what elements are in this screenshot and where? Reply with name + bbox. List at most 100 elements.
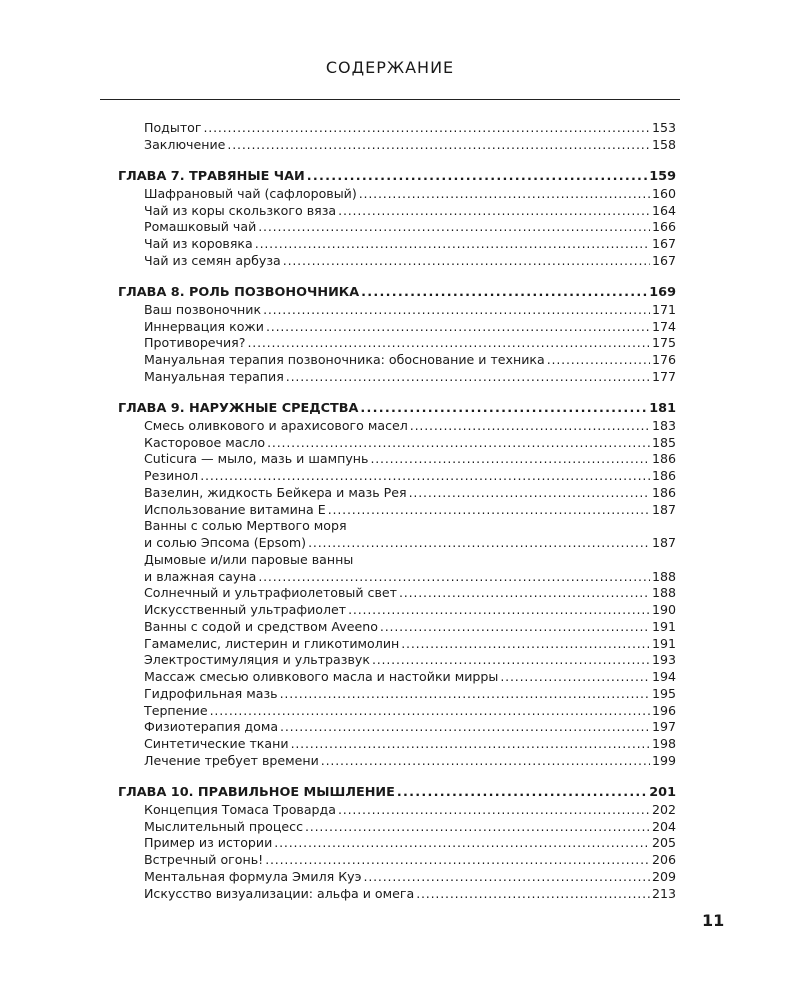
chapter-heading: ГЛАВА 7. ТРАВЯНЫЕ ЧАИ 159 xyxy=(118,169,676,186)
entry-title: Вазелин, жидкость Бейкера и мазь Рея xyxy=(144,484,407,500)
dot-leader xyxy=(280,719,650,736)
entry-page: 205 xyxy=(651,835,676,851)
dot-leader xyxy=(360,401,647,418)
entry-title: ГЛАВА 9. НАРУЖНЫЕ СРЕДСТВА xyxy=(118,401,359,416)
dot-leader xyxy=(227,137,650,154)
toc-entry-line: Ванны с солью Мертвого моря xyxy=(118,518,676,535)
entry-page: 174 xyxy=(651,318,676,334)
entry-title: Мыслительный процесс xyxy=(144,818,303,834)
entry-title: ГЛАВА 7. ТРАВЯНЫЕ ЧАИ xyxy=(118,169,305,184)
entry-title: Мануальная терапия xyxy=(144,368,284,384)
entry-page: 209 xyxy=(651,868,676,884)
entry-title: Ванны с содой и средством Aveeno xyxy=(144,618,378,634)
entry-page: 198 xyxy=(651,736,676,751)
entry-page: 195 xyxy=(651,685,676,701)
dot-leader xyxy=(380,619,650,636)
entry-title: Заключение xyxy=(144,136,226,152)
entry-page: 190 xyxy=(651,602,676,617)
toc-section: ГЛАВА 8. РОЛЬ ПОЗВОНОЧНИКА 169 Ваш позвоно… xyxy=(118,285,676,386)
dot-leader xyxy=(286,369,650,386)
dot-leader xyxy=(305,819,650,836)
entry-title: Встречный огонь! xyxy=(144,852,264,867)
entry-title: Электростимуляция и ультразвук xyxy=(144,652,370,668)
entry-page: 197 xyxy=(651,719,676,735)
entry-page: 177 xyxy=(651,368,676,384)
entry-page: 191 xyxy=(651,618,676,634)
toc-entry: Иннервация кожи 174 xyxy=(118,319,676,336)
entry-title: Синтетические ткани xyxy=(144,736,289,751)
entry-page: 153 xyxy=(651,120,676,135)
entry-title: Ромашковый чай xyxy=(144,219,257,235)
entry-title: Пример из истории xyxy=(144,835,273,851)
entry-title: и солью Эпсома (Epsom) xyxy=(144,535,307,550)
entry-page: 164 xyxy=(651,202,676,218)
dot-leader xyxy=(210,703,650,720)
dot-leader xyxy=(265,852,650,869)
toc-entry: Мыслительный процесс 204 xyxy=(118,819,676,836)
dot-leader xyxy=(401,636,650,653)
entry-page: 199 xyxy=(651,752,676,768)
entry-title: и влажная сауна xyxy=(144,568,257,584)
dot-leader xyxy=(338,802,650,819)
toc-entry: Массаж смесью оливкового масла и настойк… xyxy=(118,669,676,686)
entry-page: 187 xyxy=(651,501,676,517)
entry-page: 166 xyxy=(651,219,676,235)
entry-title: Резинол xyxy=(144,468,199,483)
toc-entry: Терпение 196 xyxy=(118,703,676,720)
entry-title: Искусство визуализации: альфа и омега xyxy=(144,885,415,901)
dot-leader xyxy=(200,468,650,485)
dot-leader xyxy=(291,736,650,753)
toc-entry: Мануальная терапия 177 xyxy=(118,369,676,386)
toc-entry: Лечение требует времени 199 xyxy=(118,753,676,770)
entry-page: 160 xyxy=(651,185,676,201)
dot-leader xyxy=(263,302,650,319)
entry-title: Иннервация кожи xyxy=(144,318,264,334)
entry-page: 167 xyxy=(651,236,676,251)
dot-leader xyxy=(247,335,650,352)
entry-page: 171 xyxy=(651,301,676,317)
toc-entry: Cuticura — мыло, мазь и шампунь 186 xyxy=(118,451,676,468)
toc-section: Подытог 153 Заключение 158 xyxy=(118,120,676,154)
entry-title: Шафрановый чай (сафлоровый) xyxy=(144,185,357,201)
chapter-heading: ГЛАВА 10. ПРАВИЛЬНОЕ МЫШЛЕНИЕ 201 xyxy=(118,785,676,802)
toc-entry: Ментальная формула Эмиля Куэ 209 xyxy=(118,869,676,886)
entry-page: 181 xyxy=(649,401,676,416)
entry-title: ГЛАВА 8. РОЛЬ ПОЗВОНОЧНИКА xyxy=(118,285,360,300)
entry-title: ГЛАВА 10. ПРАВИЛЬНОЕ МЫШЛЕНИЕ xyxy=(118,785,395,800)
entry-page: 188 xyxy=(651,568,676,584)
dot-leader xyxy=(258,219,650,236)
chapter-heading: ГЛАВА 9. НАРУЖНЫЕ СРЕДСТВА 181 xyxy=(118,401,676,418)
entry-page: 188 xyxy=(651,585,676,601)
toc-entry: Искусство визуализации: альфа и омега 213 xyxy=(118,886,676,903)
entry-title: Мануальная терапия позвоночника: обоснов… xyxy=(144,352,545,367)
chapter-heading: ГЛАВА 8. РОЛЬ ПОЗВОНОЧНИКА 169 xyxy=(118,285,676,302)
entry-title: Массаж смесью оливкового масла и настойк… xyxy=(144,669,499,684)
entry-page: 191 xyxy=(651,635,676,651)
entry-page: 185 xyxy=(651,434,676,450)
dot-leader xyxy=(258,569,650,586)
dot-leader xyxy=(500,669,650,686)
entry-page: 186 xyxy=(651,468,676,483)
entry-title: Смесь оливкового и арахисового масел xyxy=(144,417,408,433)
toc-entry: Шафрановый чай (сафлоровый) 160 xyxy=(118,186,676,203)
toc-entry: Резинол 186 xyxy=(118,468,676,485)
dot-leader xyxy=(321,753,650,770)
dot-leader xyxy=(280,686,650,703)
dot-leader xyxy=(361,285,647,302)
dot-leader xyxy=(328,502,650,519)
table-of-contents: Подытог 153 Заключение 158 ГЛАВА 7. ТРАВЯНЫЕ… xyxy=(118,120,676,918)
dot-leader xyxy=(267,435,650,452)
header-divider xyxy=(100,99,680,100)
entry-title: Физиотерапия дома xyxy=(144,719,279,735)
dot-leader xyxy=(307,169,648,186)
toc-entry: Солнечный и ультрафиолетовый свет 188 xyxy=(118,585,676,602)
entry-page: 206 xyxy=(651,852,676,867)
entry-page: 186 xyxy=(651,484,676,500)
toc-entry: Физиотерапия дома 197 xyxy=(118,719,676,736)
entry-page: 169 xyxy=(649,285,676,300)
entry-title: Ванны с солью Мертвого моря xyxy=(144,518,347,534)
dot-leader xyxy=(338,203,650,220)
entry-title: Чай из семян арбуза xyxy=(144,252,281,268)
toc-entry: Ромашковый чай 166 xyxy=(118,219,676,236)
dot-leader xyxy=(370,451,650,468)
